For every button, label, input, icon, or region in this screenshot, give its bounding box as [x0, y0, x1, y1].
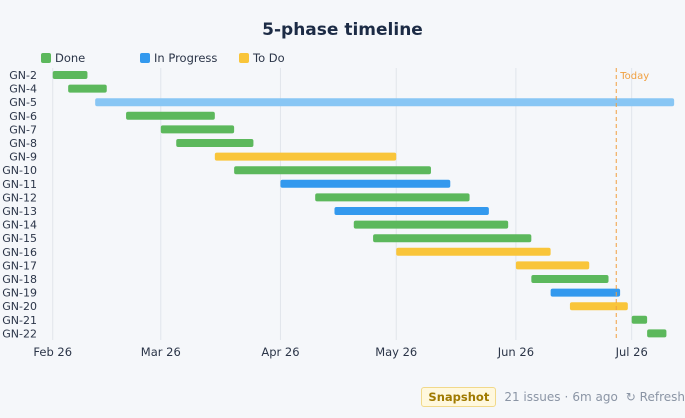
task-label: GN-18	[2, 273, 37, 286]
legend-swatch-in-progress	[140, 53, 150, 63]
legend-label-todo: To Do	[253, 51, 285, 65]
x-tick-label: Apr 26	[261, 345, 299, 359]
task-label: GN-5	[9, 96, 37, 109]
task-label: GN-19	[2, 287, 37, 300]
legend-swatch-done	[41, 53, 51, 63]
task-bar	[334, 207, 489, 215]
task-label: GN-13	[2, 205, 37, 218]
task-label: GN-2	[9, 69, 37, 82]
task-label: GN-11	[2, 178, 37, 191]
task-label: GN-14	[2, 219, 37, 232]
task-label: GN-8	[9, 137, 37, 150]
legend-item-todo[interactable]: To Do	[239, 51, 285, 65]
task-bar	[176, 139, 254, 147]
task-label: GN-17	[2, 259, 37, 272]
legend-label-in-progress: In Progress	[154, 51, 218, 65]
refresh-button[interactable]: ↻ Refresh	[626, 390, 685, 404]
refresh-label: Refresh	[639, 390, 685, 404]
task-bars	[52, 71, 675, 338]
task-label: GN-22	[2, 327, 37, 340]
task-label: GN-16	[2, 246, 37, 259]
task-label: GN-6	[9, 110, 37, 123]
snapshot-badge[interactable]: Snapshot	[421, 387, 497, 407]
legend-swatch-todo	[239, 53, 249, 63]
task-bar	[52, 71, 88, 79]
task-bar	[396, 247, 551, 256]
task-bar	[631, 315, 648, 324]
today-label: Today	[619, 71, 649, 82]
task-bar	[95, 98, 675, 107]
footer-separator: ·	[564, 390, 569, 404]
task-label: GN-20	[2, 300, 37, 313]
task-label: GN-10	[2, 164, 37, 177]
x-tick-label: Feb 26	[33, 345, 72, 359]
grid-lines	[52, 68, 633, 340]
task-label: GN-9	[9, 151, 37, 164]
task-bar	[531, 275, 609, 283]
legend-item-in-progress[interactable]: In Progress	[140, 51, 217, 65]
task-bar	[550, 288, 621, 297]
footer-bar: Snapshot 21 issues · 6m ago ↻ Refresh	[421, 386, 685, 408]
task-bar	[214, 152, 397, 161]
task-label: GN-15	[2, 232, 37, 245]
task-bar	[353, 220, 509, 229]
task-bar	[280, 179, 451, 188]
task-label: GN-21	[2, 314, 37, 327]
task-label: GN-7	[9, 123, 37, 136]
chart-title: 5-phase timeline	[262, 20, 423, 40]
task-bar	[569, 302, 628, 311]
task-bar	[68, 84, 107, 93]
legend-item-done[interactable]: Done	[41, 51, 85, 65]
x-tick-label: Mar 26	[141, 345, 181, 359]
task-bar	[315, 193, 470, 202]
x-tick-label: Jul 26	[615, 345, 648, 359]
task-bar	[373, 234, 532, 243]
task-bar	[234, 166, 431, 175]
task-bar	[515, 261, 590, 270]
task-label: GN-4	[9, 83, 37, 96]
task-label: GN-12	[2, 191, 37, 204]
task-labels: GN-2GN-4GN-5GN-6GN-7GN-8GN-9GN-10GN-11GN…	[2, 69, 37, 340]
legend-label-done: Done	[55, 51, 86, 65]
task-bar	[126, 111, 215, 120]
refresh-icon: ↻	[625, 390, 636, 404]
today-marker: Today	[615, 68, 649, 340]
x-axis-ticks: Feb 26 Mar 26 Apr 26 May 26 Jun 26 Jul 26	[33, 345, 647, 359]
updated-time: 6m ago	[572, 390, 618, 404]
issue-count: 21 issues	[504, 390, 561, 404]
task-bar	[160, 125, 235, 134]
x-tick-label: May 26	[375, 345, 417, 359]
x-tick-label: Jun 26	[497, 345, 534, 359]
task-bar	[647, 329, 667, 338]
